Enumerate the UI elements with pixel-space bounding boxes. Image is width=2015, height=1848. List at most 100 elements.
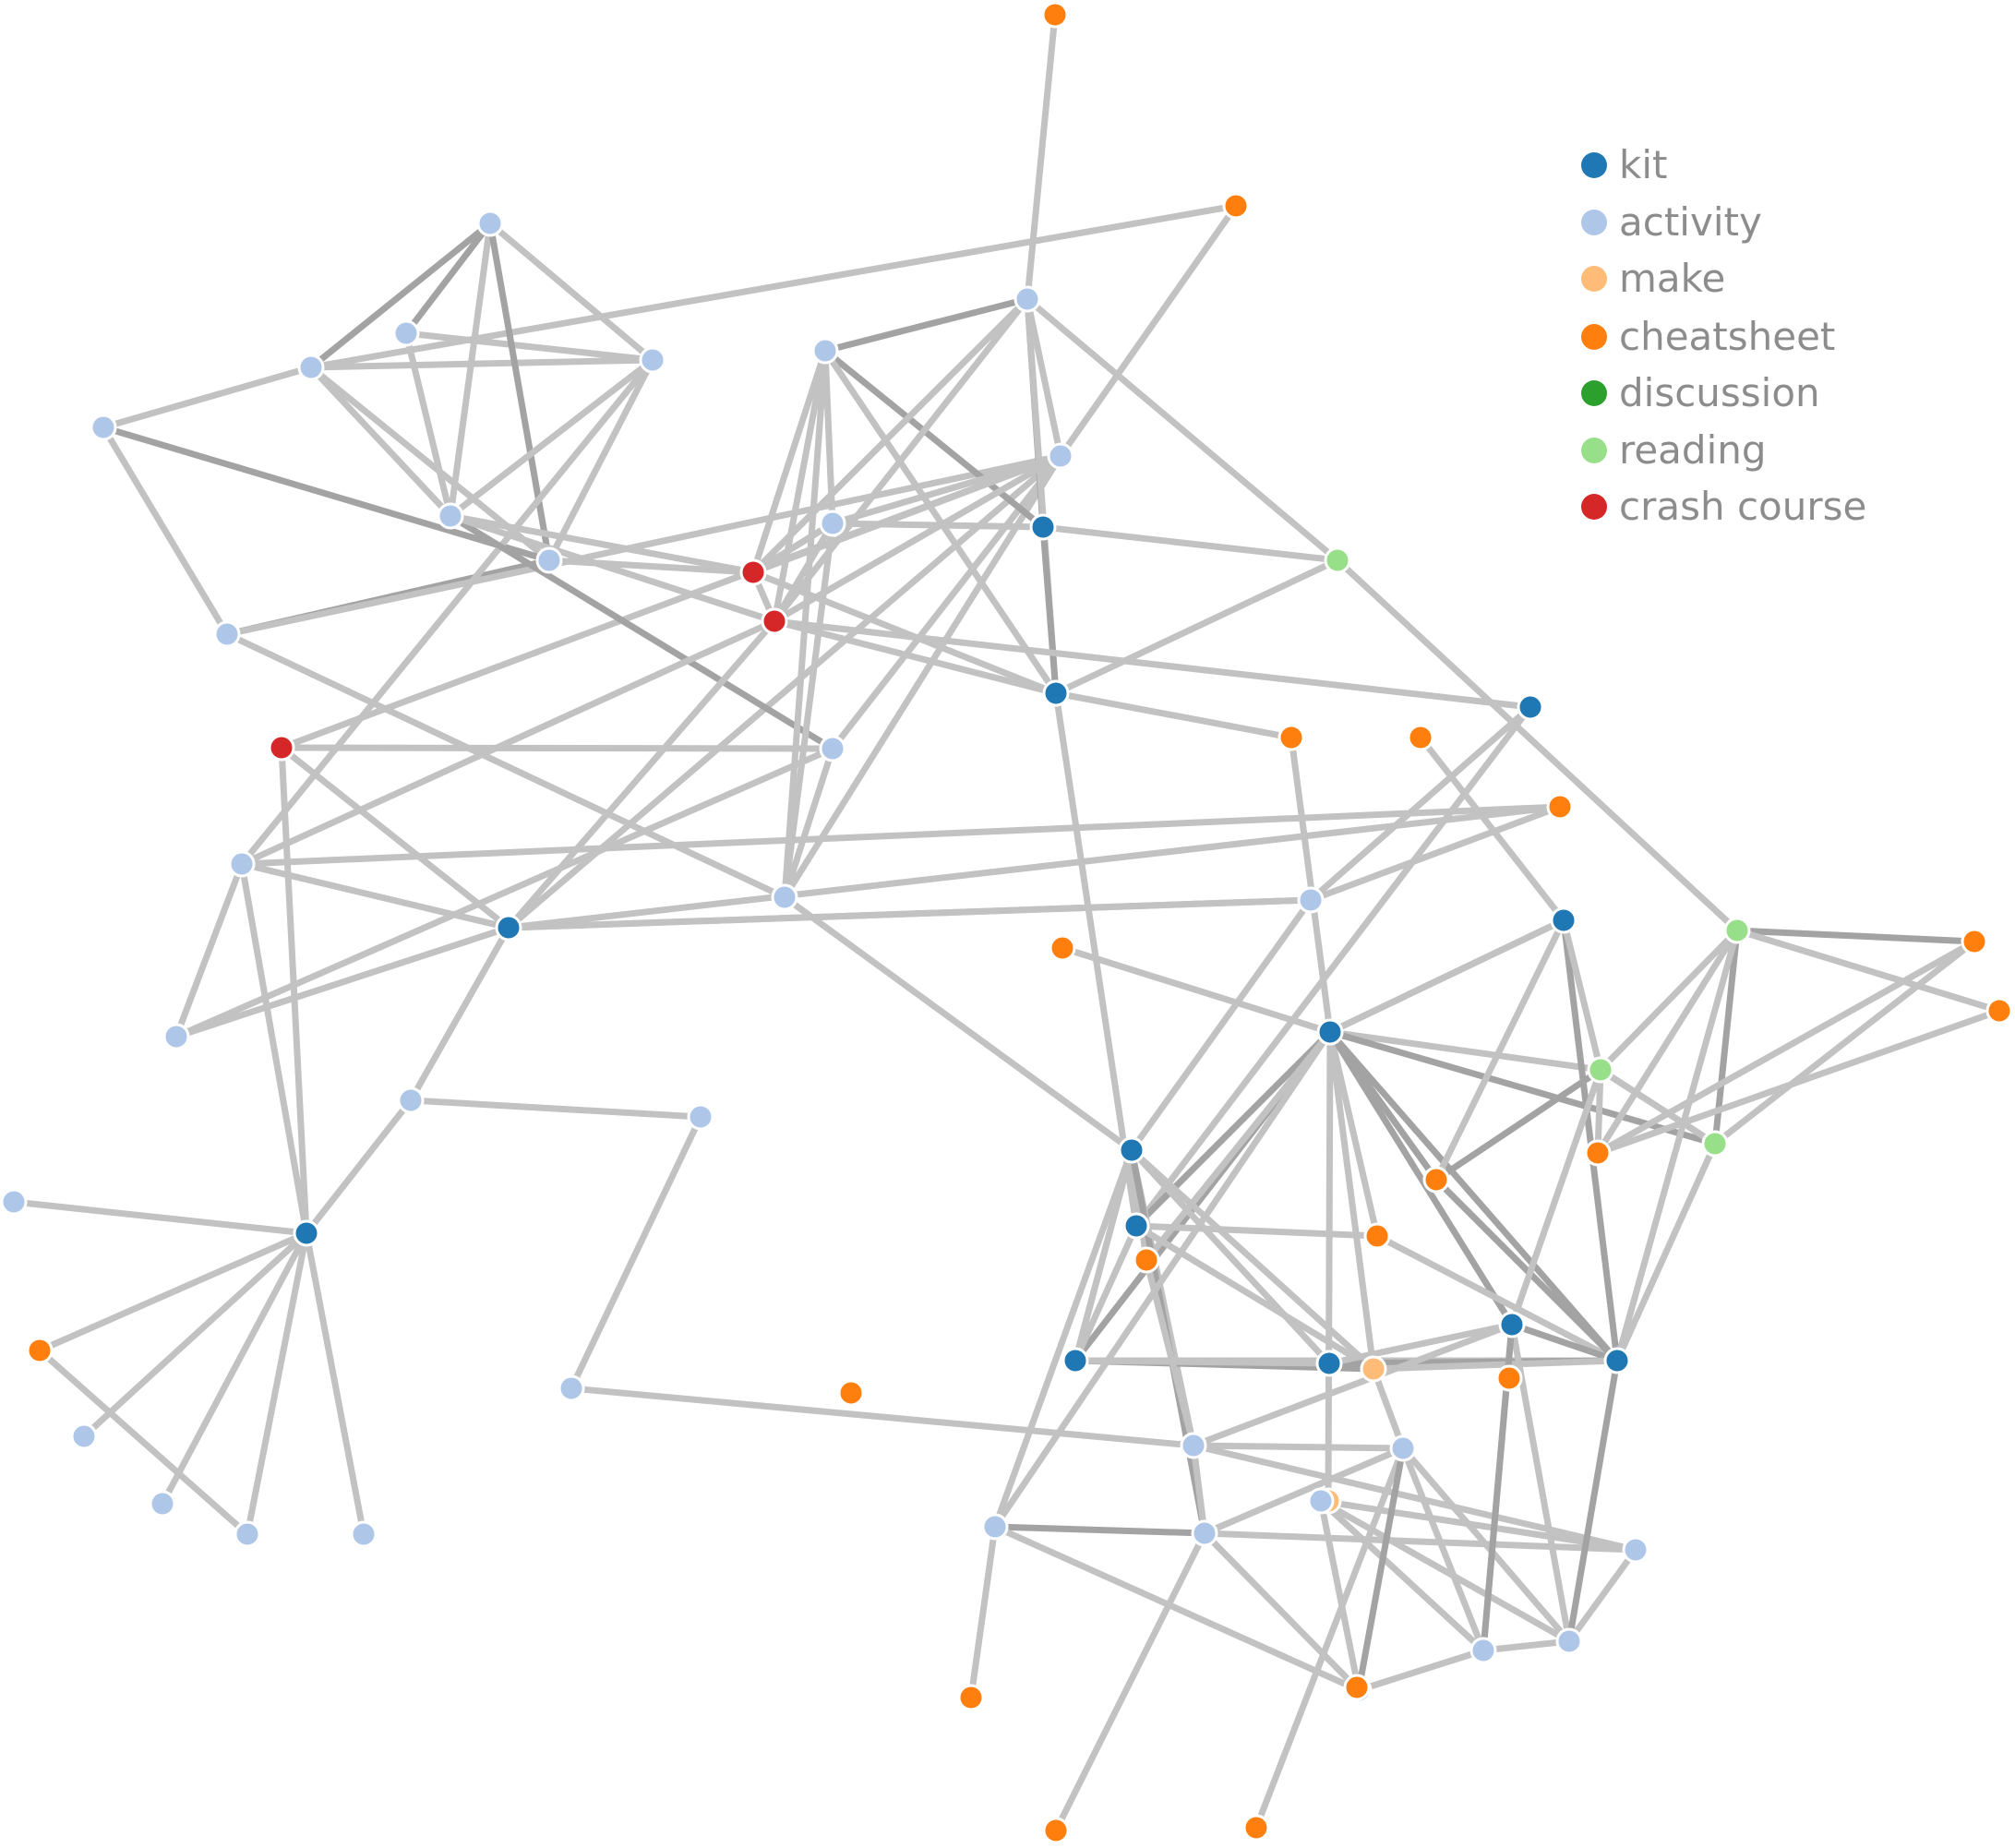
node-cheatsheet[interactable]	[1222, 192, 1250, 220]
node-activity[interactable]	[535, 546, 563, 574]
node-reading[interactable]	[1587, 1056, 1614, 1084]
node-cheatsheet[interactable]	[1985, 997, 2013, 1025]
edge	[1133, 1222, 1381, 1240]
edge	[278, 744, 310, 1237]
node-crash-course[interactable]	[268, 734, 295, 762]
node-activity[interactable]	[149, 1490, 176, 1518]
node-activity[interactable]	[397, 1086, 425, 1114]
edge	[781, 520, 836, 901]
edge	[173, 860, 246, 1040]
node-kit[interactable]	[1029, 513, 1057, 541]
node-cheatsheet[interactable]	[1242, 1814, 1270, 1842]
edge	[80, 1230, 310, 1440]
edge	[1057, 202, 1240, 460]
node-activity[interactable]	[811, 337, 839, 365]
node-activity[interactable]	[819, 510, 846, 537]
node-activity[interactable]	[0, 1188, 28, 1216]
node-reading[interactable]	[1324, 546, 1351, 574]
node-cheatsheet[interactable]	[837, 1379, 865, 1407]
node-kit[interactable]	[1042, 679, 1070, 707]
node-activity[interactable]	[1555, 1627, 1583, 1655]
node-activity[interactable]	[687, 1103, 714, 1131]
node-activity[interactable]	[228, 850, 256, 878]
edge	[1143, 1028, 1334, 1264]
legend-label-crash-course: crash course	[1619, 484, 1866, 529]
node-cheatsheet[interactable]	[1049, 934, 1076, 962]
edge	[402, 330, 454, 520]
node-activity[interactable]	[981, 1513, 1009, 1541]
node-kit[interactable]	[1061, 1347, 1089, 1374]
edge	[1201, 1445, 1407, 1537]
node-activity[interactable]	[1297, 886, 1325, 914]
edge	[781, 745, 836, 901]
edge	[771, 618, 1534, 711]
node-kit[interactable]	[293, 1219, 320, 1247]
node-activity[interactable]	[234, 1520, 261, 1548]
node-activity[interactable]	[1307, 1487, 1335, 1515]
node-cheatsheet[interactable]	[1407, 724, 1434, 751]
edge	[750, 347, 829, 576]
node-cheatsheet[interactable]	[1495, 1364, 1523, 1392]
node-kit[interactable]	[1517, 693, 1544, 721]
edge	[1417, 734, 1567, 924]
edge	[447, 512, 778, 625]
edge	[1317, 1497, 1573, 1645]
node-activity[interactable]	[90, 414, 117, 441]
node-crash-course[interactable]	[761, 607, 788, 635]
edge	[991, 1523, 1208, 1537]
edge	[1355, 1445, 1407, 1694]
node-cheatsheet[interactable]	[1961, 928, 1988, 955]
node-kit[interactable]	[1498, 1311, 1526, 1338]
node-cheatsheet[interactable]	[1363, 1222, 1391, 1250]
node-make[interactable]	[1360, 1355, 1387, 1383]
node-activity[interactable]	[558, 1374, 585, 1402]
edge	[1373, 1232, 1621, 1364]
node-reading[interactable]	[1701, 1130, 1729, 1158]
edge	[402, 330, 656, 364]
node-activity[interactable]	[1469, 1637, 1497, 1664]
node-cheatsheet[interactable]	[1041, 1, 1069, 29]
node-crash-course[interactable]	[739, 558, 767, 586]
node-kit[interactable]	[1316, 1018, 1344, 1046]
edge	[1325, 1321, 1516, 1367]
node-activity[interactable]	[162, 1023, 190, 1050]
node-activity[interactable]	[1389, 1434, 1417, 1462]
node-reading[interactable]	[1723, 917, 1751, 944]
edge	[505, 896, 1314, 931]
node-activity[interactable]	[392, 319, 420, 347]
node-activity[interactable]	[476, 210, 504, 237]
node-activity[interactable]	[213, 620, 241, 648]
node-cheatsheet[interactable]	[957, 1684, 985, 1711]
node-activity[interactable]	[1622, 1536, 1649, 1564]
node-activity[interactable]	[819, 735, 846, 762]
node-activity[interactable]	[1047, 442, 1074, 470]
node-activity[interactable]	[437, 502, 464, 530]
node-kit[interactable]	[1315, 1350, 1343, 1377]
node-kit[interactable]	[1122, 1212, 1150, 1240]
node-activity[interactable]	[297, 354, 325, 381]
edge	[1307, 803, 1564, 904]
edge	[1059, 944, 1334, 1036]
node-kit[interactable]	[1550, 906, 1577, 934]
node-cheatsheet[interactable]	[1546, 793, 1574, 821]
node-cheatsheet[interactable]	[1584, 1139, 1612, 1167]
node-activity[interactable]	[350, 1520, 378, 1548]
node-cheatsheet[interactable]	[1133, 1246, 1160, 1274]
legend-swatch-reading	[1581, 438, 1607, 463]
node-cheatsheet[interactable]	[1343, 1674, 1371, 1701]
node-kit[interactable]	[495, 914, 522, 942]
node-activity[interactable]	[771, 883, 798, 911]
node-cheatsheet[interactable]	[1422, 1166, 1450, 1194]
node-kit[interactable]	[1603, 1347, 1631, 1374]
node-activity[interactable]	[1191, 1519, 1218, 1547]
edge	[486, 220, 656, 364]
node-cheatsheet[interactable]	[26, 1337, 54, 1364]
node-activity[interactable]	[70, 1422, 98, 1450]
node-activity[interactable]	[639, 346, 666, 374]
node-activity[interactable]	[1013, 285, 1041, 313]
node-activity[interactable]	[1180, 1432, 1207, 1459]
node-kit[interactable]	[1118, 1136, 1145, 1164]
node-cheatsheet[interactable]	[1277, 724, 1305, 751]
edge	[159, 1230, 310, 1507]
node-cheatsheet[interactable]	[1042, 1817, 1070, 1844]
